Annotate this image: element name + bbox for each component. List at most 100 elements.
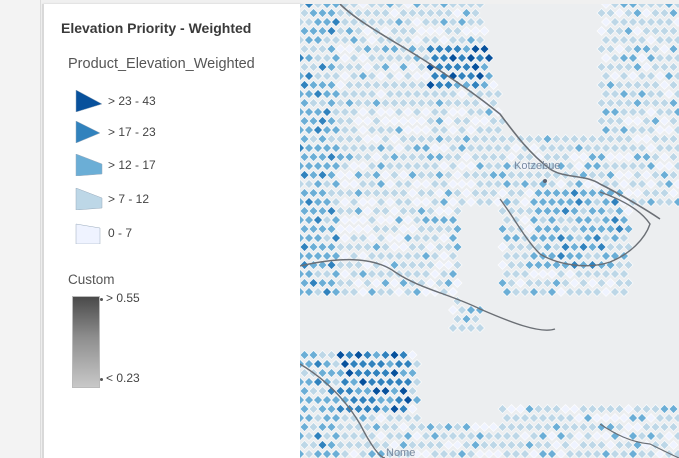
hex-cell <box>322 143 332 153</box>
hex-cell <box>497 242 508 252</box>
hex-cell <box>632 404 643 414</box>
hex-cell <box>443 8 454 18</box>
hex-cell <box>313 359 323 369</box>
hex-cell <box>457 197 467 207</box>
hex-cell <box>506 440 517 450</box>
map-view[interactable]: Kotzebue Nome <box>300 4 679 458</box>
hex-cell <box>317 62 328 72</box>
hex-cell <box>578 188 589 198</box>
hex-cell <box>637 161 647 171</box>
hex-cell <box>403 359 413 369</box>
hex-cell <box>574 269 584 279</box>
hex-cell <box>434 8 445 18</box>
hex-cell <box>300 134 310 144</box>
hex-cell <box>452 44 463 54</box>
hex-cell <box>515 440 526 450</box>
hex-cell <box>529 197 539 207</box>
hex-cell <box>655 71 665 81</box>
hex-cell <box>524 152 535 162</box>
hex-cell <box>340 431 350 441</box>
hex-cell <box>326 224 337 234</box>
hex-cell <box>353 116 364 126</box>
hex-cell <box>461 440 472 450</box>
left-gutter <box>0 0 41 458</box>
hex-cell <box>605 44 616 54</box>
hex-cell <box>349 143 359 153</box>
hex-cell <box>421 161 431 171</box>
hex-cell <box>601 4 611 9</box>
hex-cell <box>300 98 310 108</box>
hex-cell <box>673 161 679 171</box>
hex-cell <box>349 71 359 81</box>
hex-cell <box>601 269 611 279</box>
hex-map[interactable]: Kotzebue Nome <box>300 4 679 458</box>
hex-cell <box>376 359 386 369</box>
hex-cell <box>560 242 571 252</box>
hex-cell <box>614 8 625 18</box>
hex-cell <box>556 287 566 297</box>
hex-cell <box>353 44 364 54</box>
hex-cell <box>623 152 634 162</box>
hex-cell <box>484 89 494 99</box>
hex-cell <box>452 26 463 36</box>
hex-cell <box>475 179 485 189</box>
hex-cell <box>362 422 373 432</box>
hex-cell <box>389 26 400 36</box>
hex-cell <box>673 179 679 189</box>
hex-cell <box>300 4 305 9</box>
hex-cell <box>556 251 566 261</box>
hex-cell <box>313 71 323 81</box>
hex-cell <box>322 413 332 423</box>
hex-cell <box>668 80 679 90</box>
hex-cell <box>385 431 395 441</box>
hex-cell <box>668 422 679 432</box>
hex-cell <box>601 17 611 27</box>
hex-cell <box>317 278 328 288</box>
hex-cell <box>300 44 310 54</box>
hex-cell <box>425 98 436 108</box>
hex-cell <box>430 143 440 153</box>
hex-cell <box>488 170 499 180</box>
hex-cell <box>596 278 607 288</box>
hex-cell <box>592 233 602 243</box>
hex-cell <box>313 449 323 458</box>
hex-cell <box>439 89 449 99</box>
hex-cell <box>389 224 400 234</box>
hex-cell <box>641 80 652 90</box>
hex-cell <box>569 188 580 198</box>
hex-cell <box>331 413 341 423</box>
hex-cell <box>542 440 553 450</box>
hex-cell <box>623 206 634 216</box>
hex-cell <box>398 440 409 450</box>
hex-cell <box>380 44 391 54</box>
hex-cell <box>542 224 553 234</box>
hex-cell <box>596 116 607 126</box>
hex-cell <box>574 449 584 458</box>
hex-cell <box>673 4 679 9</box>
hex-cell <box>619 71 629 81</box>
hex-cell <box>434 242 445 252</box>
hex-cell <box>619 215 629 225</box>
legend-class-row: > 17 - 23 <box>72 121 272 145</box>
hex-cell <box>362 8 373 18</box>
hex-cell <box>331 89 341 99</box>
hex-cell <box>340 269 350 279</box>
hex-cell <box>430 449 440 458</box>
hex-cell <box>380 80 391 90</box>
hex-cell <box>398 386 409 396</box>
hex-cell <box>317 224 328 234</box>
hex-cell <box>520 449 530 458</box>
hex-cell <box>488 134 499 144</box>
hex-cell <box>362 260 373 270</box>
hex-cell <box>389 8 400 18</box>
hex-cell <box>452 314 463 324</box>
hex-cell <box>578 242 589 252</box>
hex-cell <box>533 206 544 216</box>
hex-cell <box>304 269 314 279</box>
hex-cell <box>385 395 395 405</box>
hex-cell <box>506 242 517 252</box>
hex-cell <box>398 26 409 36</box>
hex-cell <box>524 422 535 432</box>
hex-cell <box>407 224 418 234</box>
hex-cell <box>434 44 445 54</box>
